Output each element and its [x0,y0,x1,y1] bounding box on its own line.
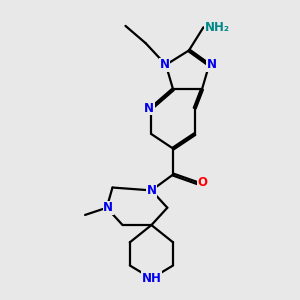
Text: N: N [144,102,154,115]
Text: N: N [159,58,170,71]
Text: N: N [103,201,113,214]
Text: O: O [198,176,208,189]
Text: NH: NH [142,272,161,285]
Text: N: N [206,58,217,71]
Text: NH₂: NH₂ [205,21,230,34]
Text: N: N [146,184,156,197]
